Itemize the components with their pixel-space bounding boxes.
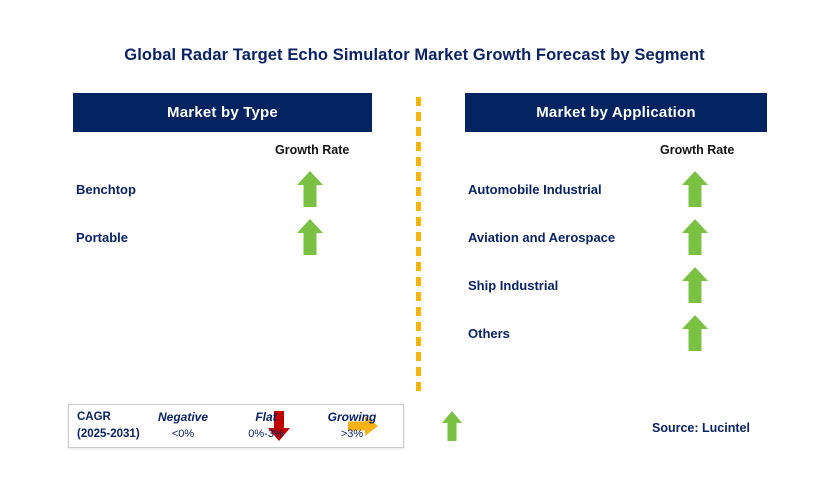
table-row: Aviation and Aerospace xyxy=(465,218,767,266)
type-rows: Benchtop Portable xyxy=(73,170,372,266)
table-row: Automobile Industrial xyxy=(465,170,767,218)
arrow-up-icon xyxy=(681,218,709,256)
legend-cagr-period: (2025-2031) xyxy=(77,428,140,440)
arrow-up-icon xyxy=(681,314,709,352)
panel-header-market-by-application: Market by Application xyxy=(465,93,767,132)
legend-item-growing: Growing >3% xyxy=(317,409,387,443)
legend-cagr-block: CAGR (2025-2031) xyxy=(77,409,140,443)
arrow-up-icon xyxy=(441,410,463,442)
arrow-up-icon xyxy=(296,170,324,208)
arrow-up-icon xyxy=(296,218,324,256)
arrow-up-icon xyxy=(681,170,709,208)
panel-header-market-by-type: Market by Type xyxy=(73,93,372,132)
segment-label: Others xyxy=(468,326,510,341)
legend-label-negative: Negative xyxy=(157,410,209,424)
growth-rate-column-label-left: Growth Rate xyxy=(275,143,350,157)
arrow-right-icon xyxy=(347,415,379,437)
legend-range-negative: <0% xyxy=(171,428,195,440)
panel-market-by-application: Market by Application Growth Rate Automo… xyxy=(465,93,767,351)
legend-label-flat: Flat xyxy=(255,410,277,424)
table-row: Benchtop xyxy=(73,170,372,218)
vertical-dashed-divider xyxy=(416,97,421,392)
arrow-up-icon xyxy=(681,266,709,304)
arrow-down-icon xyxy=(267,410,291,442)
segment-label: Ship Industrial xyxy=(468,278,559,293)
table-row: Portable xyxy=(73,218,372,266)
legend-item-negative: Negative <0% xyxy=(147,409,219,443)
segment-label: Portable xyxy=(76,230,129,245)
segment-label: Aviation and Aerospace xyxy=(468,230,616,245)
source-label: Source: Lucintel xyxy=(652,421,750,435)
legend-label-growing: Growing xyxy=(327,410,377,424)
segment-label: Automobile Industrial xyxy=(468,182,602,197)
page-title: Global Radar Target Echo Simulator Marke… xyxy=(124,46,705,64)
legend-cagr-title: CAGR xyxy=(77,411,111,423)
application-rows: Automobile Industrial Aviation and Aeros… xyxy=(465,170,767,362)
cagr-legend: CAGR (2025-2031) Negative <0% Flat 0%-3% xyxy=(68,404,462,448)
table-row: Ship Industrial xyxy=(465,266,767,314)
legend-item-flat: Flat 0%-3% xyxy=(235,409,297,443)
table-row: Others xyxy=(465,314,767,362)
growth-rate-column-label-right: Growth Rate xyxy=(660,143,735,157)
segment-label: Benchtop xyxy=(76,182,136,197)
panel-market-by-type: Market by Type Growth Rate Benchtop Port… xyxy=(73,93,372,255)
legend-range-growing: >3% xyxy=(340,428,364,440)
legend-range-flat: 0%-3% xyxy=(248,428,284,440)
